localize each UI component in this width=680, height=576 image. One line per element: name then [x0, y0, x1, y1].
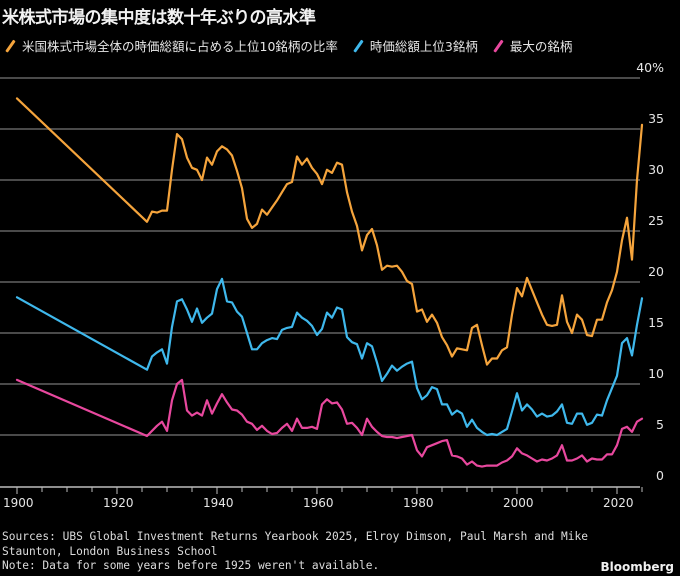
legend-label-top3: 時価総額上位3銘柄 — [369, 39, 478, 54]
x-tick-label: 1960 — [303, 496, 334, 510]
series-line-top10 — [15, 97, 644, 366]
sources-line-1: Sources: UBS Global Investment Returns Y… — [2, 530, 588, 543]
x-tick-label: 1920 — [103, 496, 134, 510]
x-axis: 1900 1920 1940 1960 1980 2000 2020 — [0, 486, 643, 510]
series-line-largest — [15, 378, 644, 468]
y-tick-label: 40% — [636, 60, 664, 75]
x-tick-label: 1980 — [403, 496, 434, 510]
y-tick-label: 10 — [648, 366, 664, 381]
legend-label-top10: 米国株式市場全体の時価総額に占める上位10銘柄の比率 — [22, 39, 338, 54]
chart-footer: Sources: UBS Global Investment Returns Y… — [2, 530, 602, 574]
y-tick-label: 15 — [648, 315, 664, 330]
x-tick-label: 2000 — [503, 496, 534, 510]
y-tick-label: 5 — [656, 417, 664, 432]
y-axis-tick-labels: 0 5 10 15 20 25 30 35 40% — [636, 60, 664, 483]
chart-legend: 米国株式市場全体の時価総額に占める上位10銘柄の比率 時価総額上位3銘柄 最大の… — [4, 36, 586, 55]
legend-item-largest: 最大の銘柄 — [492, 36, 573, 55]
x-tick-label: 1900 — [3, 496, 34, 510]
x-tick-label: 1940 — [203, 496, 234, 510]
y-tick-label: 35 — [648, 111, 664, 126]
gridlines — [0, 77, 640, 436]
y-tick-label: 30 — [648, 162, 664, 177]
y-tick-label: 20 — [648, 264, 664, 279]
series-lines — [15, 97, 644, 468]
chart-title: 米株式市場の集中度は数十年ぶりの高水準 — [2, 8, 316, 28]
note-line: Note: Data for some years before 1925 we… — [2, 559, 380, 572]
legend-item-top10: 米国株式市場全体の時価総額に占める上位10銘柄の比率 — [4, 36, 338, 55]
legend-item-top3: 時価総額上位3銘柄 — [352, 36, 478, 55]
legend-label-largest: 最大の銘柄 — [509, 39, 573, 54]
y-tick-label: 0 — [656, 468, 664, 483]
series-line-top3 — [15, 277, 644, 437]
bloomberg-logo: Bloomberg — [600, 560, 675, 574]
sources-line-2: Staunton, London Business School — [2, 544, 218, 558]
x-tick-label: 2020 — [603, 496, 634, 510]
y-tick-label: 25 — [648, 213, 664, 228]
